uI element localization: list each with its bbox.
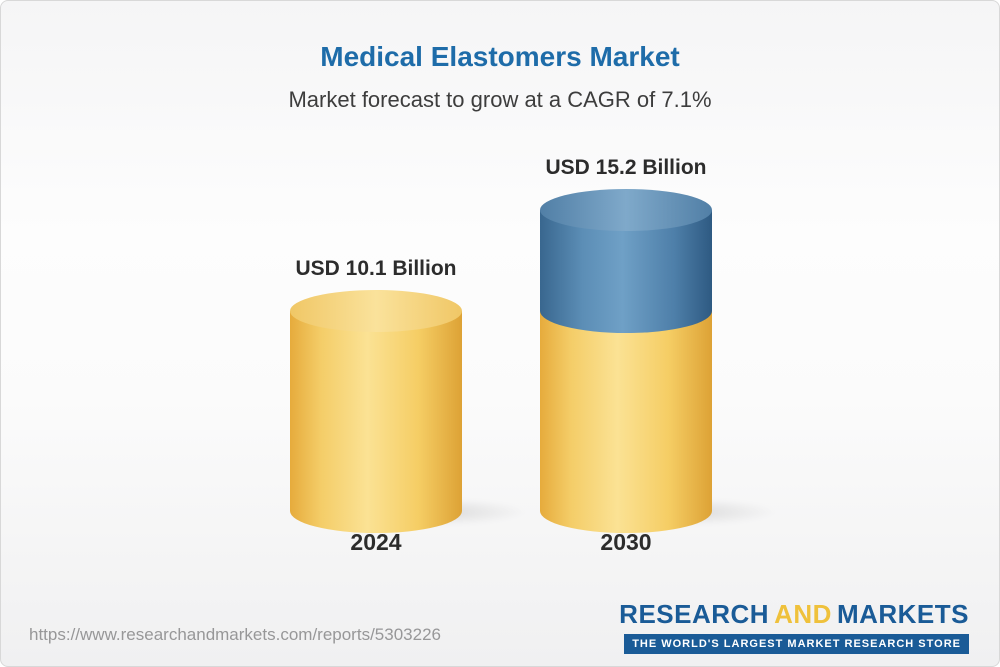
bar-2024-top-face [290,290,462,333]
bar-2030-top-face [540,189,712,232]
bar-2030-base-segment [540,311,712,533]
logo-tagline: THE WORLD'S LARGEST MARKET RESEARCH STOR… [624,634,969,654]
logo-word-research: RESEARCH [619,599,770,629]
x-label-2030: 2030 [600,529,652,555]
research-and-markets-logo: RESEARCH AND MARKETS THE WORLD'S LARGEST M… [619,599,969,654]
x-label-2024: 2024 [350,529,402,555]
value-label-2030: USD 15.2 Billion [545,156,707,180]
chart-title: Medical Elastomers Market [320,41,680,72]
logo-wordmark: RESEARCH AND MARKETS [619,599,969,630]
logo-word-and: AND [774,599,832,629]
chart-subtitle: Market forecast to grow at a CAGR of 7.1… [288,87,712,112]
logo-word-markets: MARKETS [836,599,969,629]
value-label-2024: USD 10.1 Billion [295,257,457,281]
report-url-link[interactable]: https://www.researchandmarkets.com/repor… [29,625,441,644]
bar-2024 [290,311,462,533]
